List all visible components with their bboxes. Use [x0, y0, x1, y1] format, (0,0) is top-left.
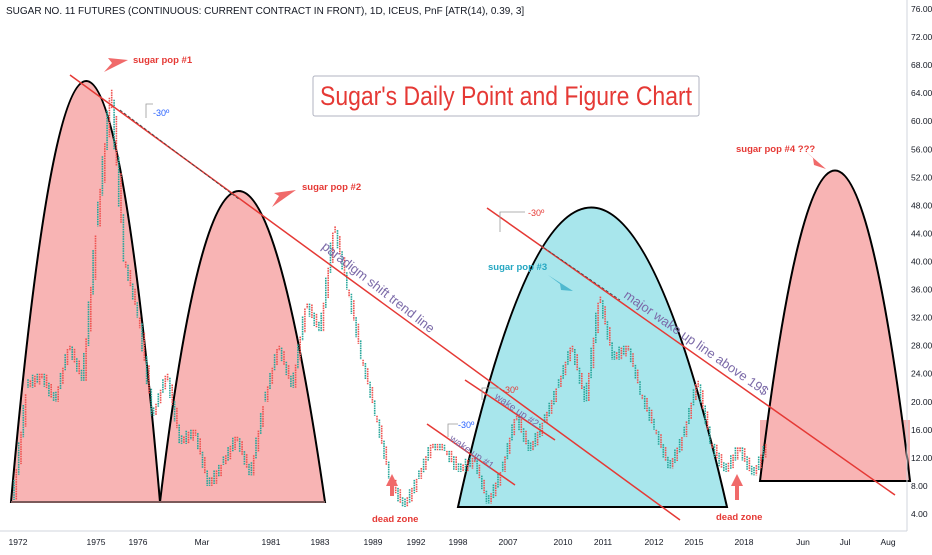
y-tick-label: 8.00 — [911, 481, 928, 491]
chart-title: Sugar's Daily Point and Figure Chart — [320, 81, 692, 111]
dashed-guide-1 — [119, 109, 241, 201]
pop3-label: sugar pop #3 — [488, 262, 547, 273]
x-tick-label: 1976 — [129, 537, 148, 547]
y-tick-label: 64.00 — [911, 88, 932, 98]
x-tick-label: 1972 — [9, 537, 28, 547]
pop2-label: sugar pop #2 — [302, 182, 361, 193]
angle-label-4: -30º — [458, 420, 475, 430]
wake-up-1-line — [426, 423, 516, 486]
dead-zone-arrow-2 — [731, 474, 743, 500]
paradigm-label: paradigm shift trend line — [319, 239, 438, 336]
x-tick-label: 1989 — [364, 537, 383, 547]
x-tick-label: 2018 — [735, 537, 754, 547]
pop1-label: sugar pop #1 — [133, 55, 193, 66]
y-tick-label: 4.00 — [911, 509, 928, 519]
pnf-marks — [13, 89, 767, 507]
y-tick-label: 68.00 — [911, 60, 932, 70]
pop2-arrow — [272, 190, 296, 207]
x-tick-label: 2007 — [499, 537, 518, 547]
y-tick-label: 40.00 — [911, 257, 932, 267]
y-tick-label: 12.00 — [911, 453, 932, 463]
y-tick-label: 16.00 — [911, 425, 932, 435]
y-tick-label: 44.00 — [911, 228, 932, 238]
angle-mark-2 — [499, 211, 525, 232]
angle-mark-3 — [481, 387, 500, 400]
pop2-area — [158, 190, 327, 503]
x-tick-label: 1992 — [407, 537, 426, 547]
x-tick-label: 2015 — [685, 537, 704, 547]
angle-label-1: -30º — [153, 108, 170, 118]
pop3-arrow — [548, 275, 573, 291]
x-tick-label: 1975 — [87, 537, 106, 547]
y-tick-label: 28.00 — [911, 341, 932, 351]
angle-mark-1 — [145, 103, 153, 118]
dead-zone-label-1: dead zone — [372, 514, 418, 525]
trend-lines — [69, 74, 896, 521]
x-tick-label: 2011 — [594, 537, 613, 547]
y-tick-label: 56.00 — [911, 144, 932, 154]
wake-up-2-line — [464, 379, 556, 441]
x-tick-label: 1998 — [449, 537, 468, 547]
angle-label-2: -30º — [528, 208, 545, 218]
pop1-area — [9, 80, 162, 503]
x-tick-label: Mar — [195, 537, 210, 547]
y-tick-label: 48.00 — [911, 200, 932, 210]
pop1-arrow — [104, 58, 128, 72]
y-tick-label: 76.00 — [911, 4, 932, 14]
pop3-area — [456, 206, 729, 508]
y-tick-label: 52.00 — [911, 172, 932, 182]
y-tick-label: 60.00 — [911, 116, 932, 126]
angle-label-3: -30º — [502, 385, 519, 395]
pop4-arrow — [803, 149, 826, 169]
symbol-header: SUGAR NO. 11 FUTURES (CONTINUOUS: CURREN… — [6, 6, 524, 17]
y-tick-label: 20.00 — [911, 397, 932, 407]
angle-mark-4 — [447, 423, 458, 437]
y-tick-label: 36.00 — [911, 285, 932, 295]
x-tick-label: Jul — [840, 537, 851, 547]
dead-zone-arrow-1 — [386, 474, 398, 496]
x-tick-label: 1981 — [262, 537, 281, 547]
dead-zone-label-2: dead zone — [716, 512, 762, 523]
paradigm-trend-line — [69, 74, 681, 521]
pop4-label: sugar pop #4 ??? — [736, 144, 815, 155]
major-wakeup-line — [486, 207, 896, 496]
pop4-area — [758, 169, 912, 482]
y-axis-ticks: 76.00 72.00 68.00 64.00 60.00 56.00 52.00 48.00… — [911, 4, 932, 519]
x-axis-ticks: 1972 1975 1976 Mar 1981 1983 1989 1992 1998 2007 2… — [9, 537, 896, 547]
dashed-guide-2 — [539, 244, 621, 301]
title-box — [312, 75, 700, 117]
y-tick-label: 32.00 — [911, 313, 932, 323]
x-tick-label: Aug — [880, 537, 895, 547]
x-tick-label: 2010 — [554, 537, 573, 547]
angle-marks — [145, 103, 525, 437]
x-tick-label: 2012 — [645, 537, 664, 547]
x-tick-label: Jun — [796, 537, 810, 547]
y-tick-label: 24.00 — [911, 369, 932, 379]
x-tick-label: 1983 — [311, 537, 330, 547]
y-tick-label: 72.00 — [911, 32, 932, 42]
